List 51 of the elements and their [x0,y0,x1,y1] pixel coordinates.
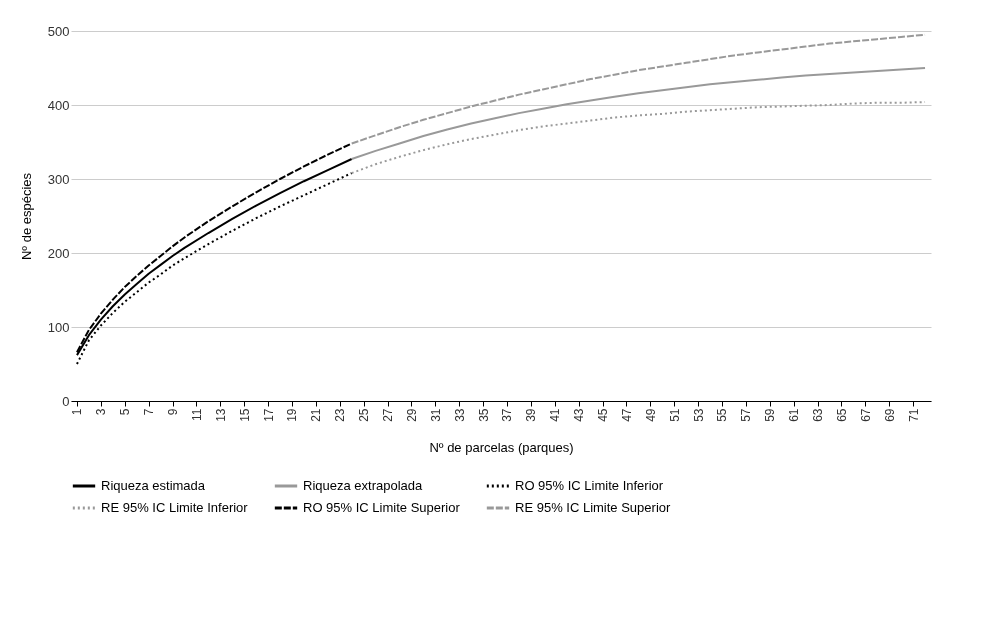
legend-label: Riqueza estimada [101,478,206,493]
x-tick-label: 29 [404,408,419,422]
y-tick-label: 500 [47,23,70,39]
x-tick-label: 45 [596,408,611,422]
x-tick-label: 35 [476,408,491,422]
x-tick-label: 59 [763,408,778,422]
x-tick-label: 21 [309,408,324,422]
x-tick-label: 37 [500,408,515,422]
legend-label: RE 95% IC Limite Superior [515,500,672,515]
x-tick-label: 31 [428,408,443,422]
x-tick-label: 47 [619,408,634,422]
x-tick-label: 13 [213,408,228,422]
legend-label: Riqueza extrapolada [303,478,424,493]
x-tick-label: 17 [261,408,276,422]
y-axis-title: Nº de espécies [18,172,34,261]
y-tick-label: 300 [47,171,70,187]
x-tick-label: 49 [643,408,658,422]
x-tick-label: 43 [572,408,587,422]
line-series [350,67,927,161]
x-tick-label: 65 [834,408,849,422]
x-tick-label: 19 [285,408,300,422]
x-tick-label: 53 [691,408,706,422]
x-tick-label: 41 [548,408,563,422]
y-tick-label: 200 [47,245,70,261]
y-tick-label: 0 [62,393,70,409]
y-tick-label: 400 [47,97,70,113]
x-tick-label: 61 [787,408,802,422]
x-tick-label: 33 [452,408,467,422]
x-tick-label: 9 [166,408,181,416]
x-axis-title: Nº de parcelas (parques) [429,439,574,455]
x-tick-label: 63 [811,408,826,422]
x-tick-label: 67 [858,408,873,422]
x-tick-label: 71 [906,408,921,422]
legend-label: RO 95% IC Limite Superior [303,500,461,515]
legend-label: RO 95% IC Limite Inferior [515,478,664,493]
x-tick-label: 51 [667,408,682,422]
x-tick-label: 55 [715,408,730,422]
x-tick-label: 7 [142,408,157,416]
x-tick-label: 27 [381,408,396,422]
x-tick-label: 1 [70,408,85,416]
y-tick-label: 100 [47,319,70,335]
x-tick-label: 25 [357,408,372,422]
x-tick-label: 39 [524,408,539,422]
x-tick-label: 5 [118,408,133,416]
x-tick-label: 11 [189,408,204,421]
x-tick-label: 69 [882,408,897,422]
x-tick-label: 57 [739,408,754,422]
x-tick-label: 3 [94,408,109,416]
x-tick-label: 15 [237,408,252,422]
legend-label: RE 95% IC Limite Inferior [101,500,249,515]
x-tick-label: 23 [333,408,348,422]
